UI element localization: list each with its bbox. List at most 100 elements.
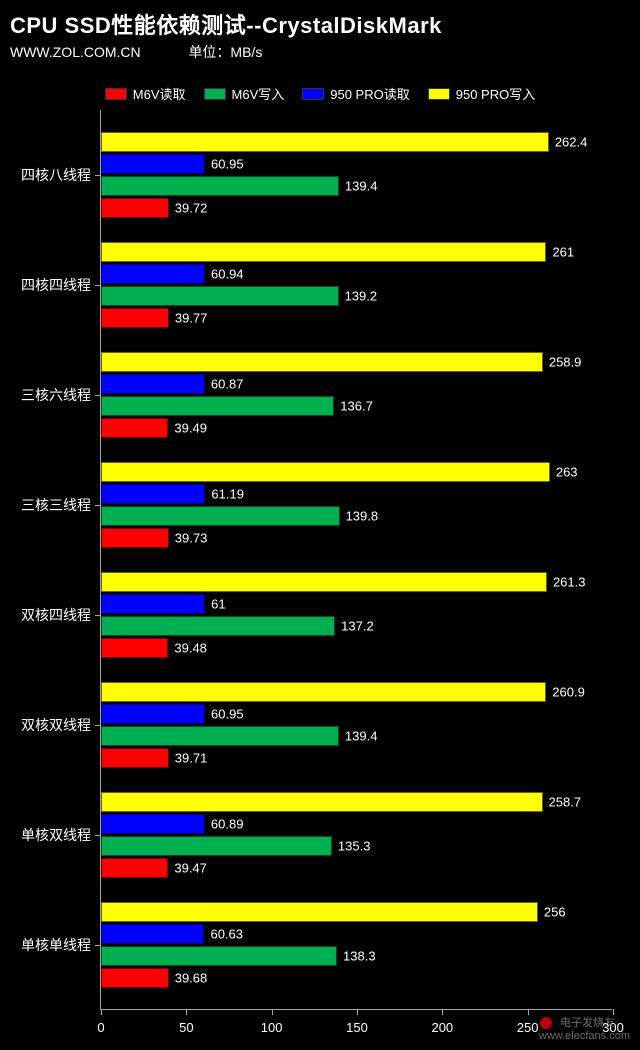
bar-value-label: 60.63 (210, 927, 243, 942)
x-tick-label: 50 (179, 1020, 193, 1035)
legend-swatch-icon (105, 88, 127, 100)
legend-item: M6V读取 (105, 84, 186, 103)
bar-value-label: 39.68 (175, 971, 208, 986)
legend-label: 950 PRO写入 (456, 84, 535, 103)
bar-value-label: 139.4 (345, 179, 378, 194)
bar (101, 154, 205, 174)
bar-value-label: 137.2 (341, 619, 374, 634)
x-tick (101, 1009, 102, 1015)
bar (101, 924, 204, 944)
legend-swatch-icon (204, 88, 226, 100)
bar-value-label: 39.71 (175, 751, 208, 766)
bar (101, 968, 169, 988)
x-tick-label: 150 (346, 1020, 368, 1035)
legend: M6V读取 M6V写入 950 PRO读取 950 PRO写入 (0, 66, 640, 113)
bar (101, 616, 335, 636)
legend-swatch-icon (428, 88, 450, 100)
bar (101, 396, 334, 416)
category-label: 单核双线程 (21, 825, 101, 845)
bar (101, 726, 339, 746)
category-label: 四核四线程 (21, 275, 101, 295)
bar (101, 132, 549, 152)
bar-value-label: 138.3 (343, 949, 376, 964)
bar (101, 748, 169, 768)
bar-value-label: 263 (556, 465, 578, 480)
legend-label: M6V写入 (232, 84, 285, 103)
x-tick (186, 1009, 187, 1015)
legend-item: 950 PRO写入 (428, 84, 535, 103)
chart-title: CPU SSD性能依赖测试--CrystalDiskMark (10, 8, 630, 40)
bar-value-label: 60.95 (211, 707, 244, 722)
bar-value-label: 261.3 (553, 575, 586, 590)
bar (101, 418, 168, 438)
bar-value-label: 61.19 (211, 487, 244, 502)
watermark-logo-icon (539, 1016, 553, 1030)
legend-item: M6V写入 (204, 84, 285, 103)
bar (101, 594, 205, 614)
bar-value-label: 60.89 (211, 817, 244, 832)
x-tick (272, 1009, 273, 1015)
bar-value-label: 139.8 (346, 509, 379, 524)
category-label: 四核八线程 (21, 165, 101, 185)
bar-value-label: 258.9 (549, 355, 582, 370)
category-group: 四核四线程26160.94139.239.77 (101, 242, 612, 328)
bar-value-label: 135.3 (338, 839, 371, 854)
plot-area: 050100150200250300四核八线程262.460.95139.439… (100, 110, 612, 1010)
bar-value-label: 139.2 (345, 289, 378, 304)
bar-value-label: 60.87 (211, 377, 244, 392)
chart-subtitle: WWW.ZOL.COM.CN 单位：MB/s (10, 42, 630, 62)
bar (101, 638, 168, 658)
bar-value-label: 60.95 (211, 157, 244, 172)
bar-value-label: 39.73 (175, 531, 208, 546)
bar (101, 242, 546, 262)
category-group: 三核六线程258.960.87136.739.49 (101, 352, 612, 438)
bar-value-label: 39.47 (174, 861, 207, 876)
chart-container: CPU SSD性能依赖测试--CrystalDiskMark WWW.ZOL.C… (0, 0, 640, 1050)
bar (101, 198, 169, 218)
x-tick-label: 0 (97, 1020, 104, 1035)
watermark-text: 电子发烧友 (560, 1017, 615, 1029)
x-tick-label: 100 (261, 1020, 283, 1035)
bar (101, 352, 543, 372)
bar-value-label: 258.7 (549, 795, 582, 810)
bar-value-label: 262.4 (555, 135, 588, 150)
x-tick (528, 1009, 529, 1015)
legend-item: 950 PRO读取 (302, 84, 409, 103)
bar (101, 902, 538, 922)
category-group: 四核八线程262.460.95139.439.72 (101, 132, 612, 218)
legend-label: 950 PRO读取 (330, 84, 409, 103)
bar (101, 176, 339, 196)
bar-value-label: 139.4 (345, 729, 378, 744)
bar (101, 836, 332, 856)
bar (101, 264, 205, 284)
category-label: 三核六线程 (21, 385, 101, 405)
category-label: 单核单线程 (21, 935, 101, 955)
bar (101, 462, 550, 482)
category-label: 三核三线程 (21, 495, 101, 515)
bar (101, 484, 205, 504)
bar (101, 374, 205, 394)
x-tick (442, 1009, 443, 1015)
x-tick (357, 1009, 358, 1015)
category-group: 双核四线程261.361137.239.48 (101, 572, 612, 658)
bar-value-label: 256 (544, 905, 566, 920)
x-tick-label: 200 (431, 1020, 453, 1035)
bar-value-label: 60.94 (211, 267, 244, 282)
legend-swatch-icon (302, 88, 324, 100)
bar (101, 858, 168, 878)
bar (101, 792, 543, 812)
legend-label: M6V读取 (133, 84, 186, 103)
bar (101, 572, 547, 592)
category-group: 三核三线程26361.19139.839.73 (101, 462, 612, 548)
bar (101, 286, 339, 306)
bar-value-label: 39.49 (174, 421, 207, 436)
category-label: 双核四线程 (21, 605, 101, 625)
site-label: WWW.ZOL.COM.CN (10, 44, 141, 60)
bar (101, 528, 169, 548)
bar (101, 506, 340, 526)
bar (101, 704, 205, 724)
unit-label: 单位：MB/s (188, 44, 262, 60)
category-label: 双核双线程 (21, 715, 101, 735)
bar-value-label: 261 (552, 245, 574, 260)
watermark: 电子发烧友 www.elecfans.com (539, 1014, 630, 1042)
